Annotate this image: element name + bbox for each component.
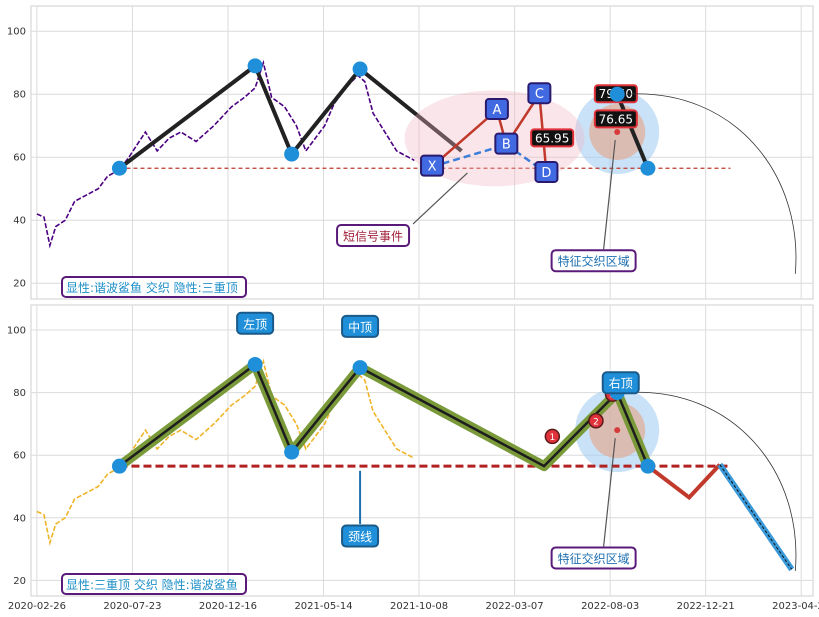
projection-target-core [719, 464, 793, 570]
harmonic-xb [431, 143, 507, 168]
price-tag-label: 65.95 [535, 131, 569, 145]
pivot-marker [640, 160, 656, 176]
y-tick-label: 80 [13, 90, 26, 101]
feature-region-center [614, 427, 621, 434]
x-tick-label: 2021-05-14 [294, 601, 352, 612]
harmonic-point-box [484, 97, 509, 120]
projection-down [646, 463, 722, 501]
annotation-label: 颈线 [348, 530, 372, 544]
price-tag-box [593, 109, 638, 129]
annotation-box [336, 223, 411, 247]
plot-area [30, 304, 814, 597]
numbered-marker-label: 2 [593, 417, 599, 427]
x-tick-label: 2022-12-21 [677, 601, 735, 612]
y-tick-label: 100 [7, 27, 26, 38]
pivot-marker [352, 61, 368, 77]
x-tick-label: 2020-02-26 [8, 601, 66, 612]
pivot-marker [247, 58, 263, 74]
annotation-box [550, 249, 637, 273]
pivot-marker [640, 458, 656, 474]
pivot-marker [284, 444, 300, 460]
region-pointer [603, 438, 616, 547]
annotation-box [341, 314, 380, 338]
harmonic-point-box [420, 154, 445, 177]
annotation-box [601, 371, 640, 395]
numbered-marker [544, 428, 561, 445]
harmonic-point-label: C [535, 87, 544, 102]
y-tick-label: 20 [13, 279, 26, 290]
y-tick-label: 60 [13, 451, 26, 462]
harmonic-point-label: D [541, 166, 551, 181]
price-line [36, 358, 415, 546]
signal-pointer [412, 172, 468, 225]
legend-label: 显性:三重顶 交织 隐性:谐波鲨鱼 [66, 577, 238, 592]
annotation-label: 中顶 [348, 319, 372, 334]
annotation-label: 右顶 [609, 376, 633, 391]
annotation-label: 特征交织区域 [558, 254, 630, 269]
harmonic-bd [505, 143, 548, 174]
legend-box [61, 276, 247, 298]
harmonic-point-label: A [492, 103, 501, 118]
y-tick-label: 40 [13, 513, 26, 524]
x-tick-label: 2022-08-03 [581, 601, 639, 612]
price-tag-box [530, 128, 575, 148]
feature-region-center [614, 129, 621, 136]
pivot-marker [609, 86, 625, 102]
annotation-label: 短信号事件 [343, 229, 403, 243]
annotation-label: 特征交织区域 [558, 551, 630, 566]
plot-area [30, 5, 814, 300]
bottom-chart-panel: 20406080100123左顶中顶右顶颈线特征交织区域显性:三重顶 交织 隐性… [7, 304, 819, 612]
pivot-marker [111, 458, 127, 474]
pivot-marker [284, 146, 300, 162]
projection-arc [626, 93, 797, 274]
harmonic-point-box [494, 132, 519, 155]
harmonic-point-box [527, 82, 552, 105]
harmonic-point-label: B [502, 138, 511, 153]
annotation-box [341, 524, 380, 548]
harmonic-point-label: X [428, 160, 437, 175]
y-tick-label: 40 [13, 216, 26, 227]
pivot-marker [111, 160, 127, 176]
y-tick-label: 80 [13, 388, 26, 399]
y-tick-label: 20 [13, 576, 26, 587]
pivot-marker [247, 356, 263, 372]
annotation-box [236, 311, 275, 335]
x-tick-label: 2021-10-08 [390, 601, 448, 612]
annotation-box [550, 546, 637, 570]
top-chart-panel: 20406080100XABCD65.9579.5076.65短信号事件特征交织… [7, 5, 814, 300]
pivot-marker [352, 360, 368, 376]
legend-box [61, 573, 247, 595]
x-tick-label: 2020-07-23 [103, 601, 161, 612]
pattern-zigzag-right [615, 93, 650, 170]
numbered-marker-label: 1 [549, 433, 555, 443]
legend-label: 显性:谐波鲨鱼 交织 隐性:三重顶 [66, 280, 238, 295]
x-tick-label: 2020-12-16 [199, 601, 257, 612]
projection-arc [626, 391, 797, 572]
y-tick-label: 100 [7, 326, 26, 337]
price-tag-label: 76.65 [599, 112, 633, 126]
region-pointer [603, 139, 616, 250]
y-tick-label: 60 [13, 153, 26, 164]
x-tick-label: 2022-03-07 [486, 601, 544, 612]
x-tick-label: 2023-04-28 [772, 601, 819, 612]
harmonic-point-box [534, 160, 559, 183]
numbered-marker [588, 413, 604, 429]
annotation-label: 左顶 [243, 316, 267, 331]
